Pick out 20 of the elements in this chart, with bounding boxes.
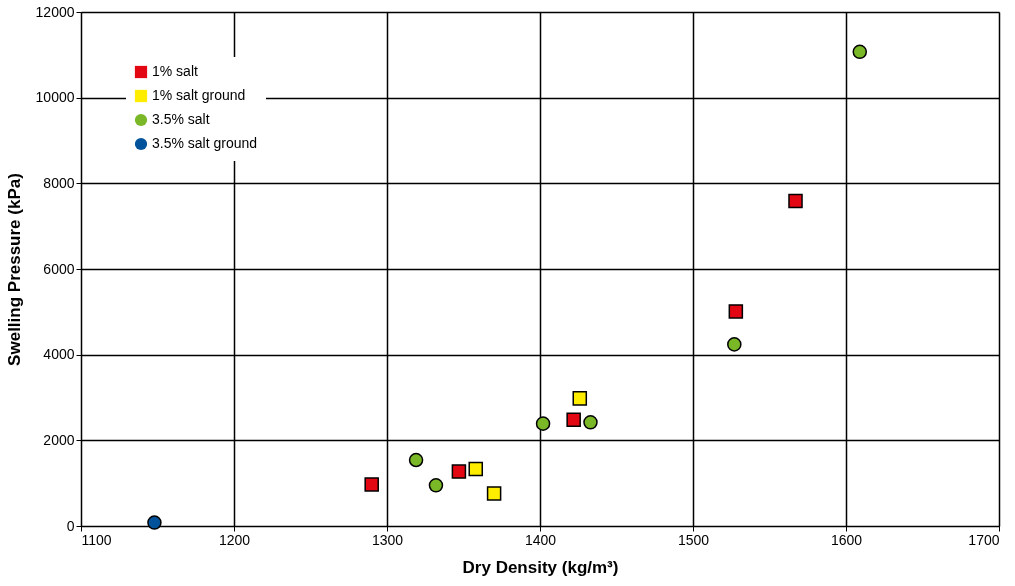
y-tick-label: 4000 [43, 346, 75, 363]
legend-label: 3.5% salt ground [152, 135, 258, 151]
y-axis-title: Swelling Pressure (kPa) [4, 173, 24, 366]
x-axis-title: Dry Density (kg/m³) [462, 557, 619, 577]
x-tick-label: 1600 [830, 531, 863, 548]
y-tick-label: 6000 [43, 260, 75, 277]
x-tick-label: 1200 [218, 531, 251, 548]
x-tick-label: 1500 [677, 531, 710, 548]
y-tick-label: 10000 [35, 89, 75, 106]
y-tick-label: 12000 [35, 3, 75, 20]
y-tick-label: 0 [66, 517, 75, 534]
x-tick-label: 1400 [524, 531, 557, 548]
x-tick-label: 1300 [371, 531, 404, 548]
x-tick-label: 1700 [968, 531, 1000, 548]
legend-label: 1% salt [152, 63, 199, 79]
y-tick-label: 2000 [43, 431, 75, 448]
legend-label: 3.5% salt [152, 111, 210, 127]
legend-label: 1% salt ground [152, 87, 246, 103]
y-tick-label: 8000 [43, 174, 75, 191]
x-tick-label: 1100 [81, 531, 112, 548]
